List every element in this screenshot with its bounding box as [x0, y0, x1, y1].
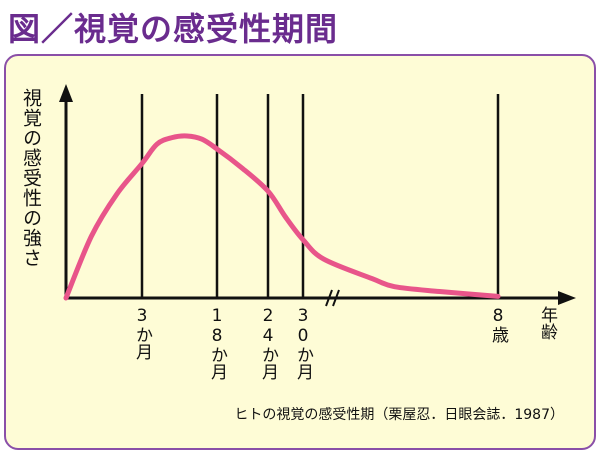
tick-label-30m: 30か月 — [293, 306, 313, 380]
tick-label-8y: 8歳 — [488, 306, 508, 343]
axis-break-mark-2 — [332, 289, 340, 307]
source-caption: ヒトの視覚の感受性期（栗屋忍．日眼会誌．1987） — [234, 407, 564, 423]
x-axis-arrow — [558, 291, 576, 305]
x-axis-label: 年齢 — [537, 306, 557, 340]
sensitivity-curve — [63, 133, 501, 301]
tick-label-18m: 18か月 — [207, 306, 227, 380]
tick-label-3m: 3か月 — [132, 306, 152, 360]
page-title: 図／視覚の感受性期間 — [8, 10, 339, 48]
axis-break-mark-1 — [325, 289, 333, 307]
tick-label-24m: 24か月 — [258, 306, 278, 380]
y-axis-arrow — [59, 84, 73, 102]
tick-lines — [140, 94, 500, 298]
y-axis-label: 視覚の感受性の強さ — [20, 88, 42, 268]
